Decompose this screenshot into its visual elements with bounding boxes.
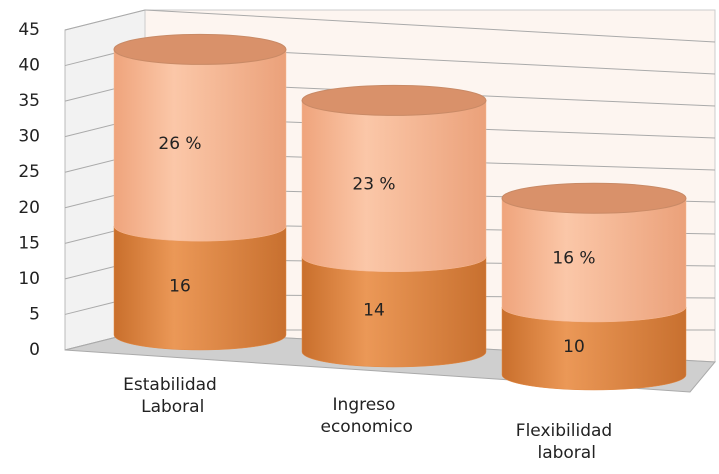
cylinder-segment xyxy=(301,256,487,368)
cylinder-top xyxy=(501,182,687,214)
data-label: 16 % xyxy=(552,249,595,269)
y-tick-label: 45 xyxy=(18,20,40,40)
y-tick-label: 40 xyxy=(18,56,40,76)
cylinder-top xyxy=(301,84,487,116)
y-tick-label: 25 xyxy=(18,162,40,182)
data-label: 16 xyxy=(169,277,191,297)
y-tick-label: 5 xyxy=(29,304,40,324)
grid-line xyxy=(144,9,716,43)
data-label: 14 xyxy=(363,300,385,320)
cylinder-segment xyxy=(113,226,287,351)
cylinder-top xyxy=(113,33,287,65)
y-tick-label: 15 xyxy=(18,233,40,253)
x-tick-label: Ingreso economico xyxy=(315,395,413,437)
y-tick-label: 0 xyxy=(29,340,40,360)
y-tick-label: 20 xyxy=(18,198,40,218)
data-label: 26 % xyxy=(158,134,201,154)
y-tick-label: 35 xyxy=(18,91,40,111)
data-label: 23 % xyxy=(352,175,395,195)
y-tick-label: 10 xyxy=(18,269,40,289)
data-label: 10 xyxy=(563,337,585,357)
grid-line xyxy=(64,9,146,31)
x-tick-label: Estabilidad Laboral xyxy=(123,375,217,417)
y-tick-label: 30 xyxy=(18,127,40,147)
x-tick-label: Flexibilidad laboral xyxy=(516,421,612,463)
